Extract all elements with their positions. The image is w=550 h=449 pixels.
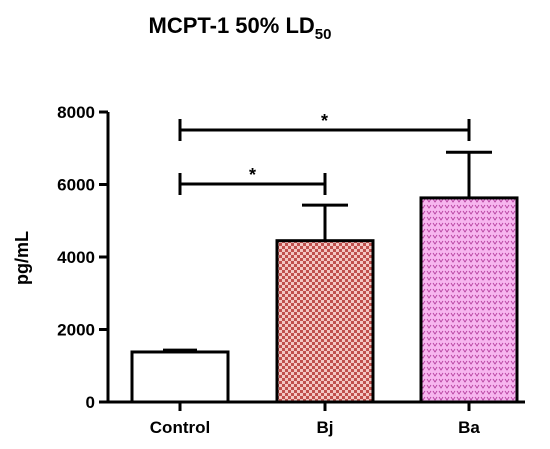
chart-title-subscript: 50 (315, 26, 332, 43)
y-tick-label: 0 (86, 393, 95, 412)
y-tick-label: 8000 (57, 103, 95, 122)
significance-star: * (249, 165, 256, 185)
error-bars-group (163, 150, 492, 352)
significance-star: * (321, 111, 328, 131)
y-tick-label: 2000 (57, 321, 95, 340)
bar-bj (275, 239, 375, 404)
y-tick-label: 4000 (57, 248, 95, 267)
bar-ba (419, 196, 519, 404)
bar-control (130, 350, 230, 404)
y-tick-label: 6000 (57, 176, 95, 195)
significance-group: ** (178, 111, 471, 195)
chart-title: MCPT-1 50% LD50 (149, 13, 332, 43)
x-axis: Control Bj Ba (108, 400, 525, 437)
y-axis-label: pg/mL (12, 231, 32, 285)
chart-title-main: MCPT-1 50% LD (149, 13, 315, 38)
x-tick-label: Control (150, 418, 210, 437)
y-axis: 0 2000 4000 6000 8000 (57, 103, 110, 412)
x-tick-label: Ba (458, 418, 480, 437)
x-tick-label: Bj (317, 418, 334, 437)
